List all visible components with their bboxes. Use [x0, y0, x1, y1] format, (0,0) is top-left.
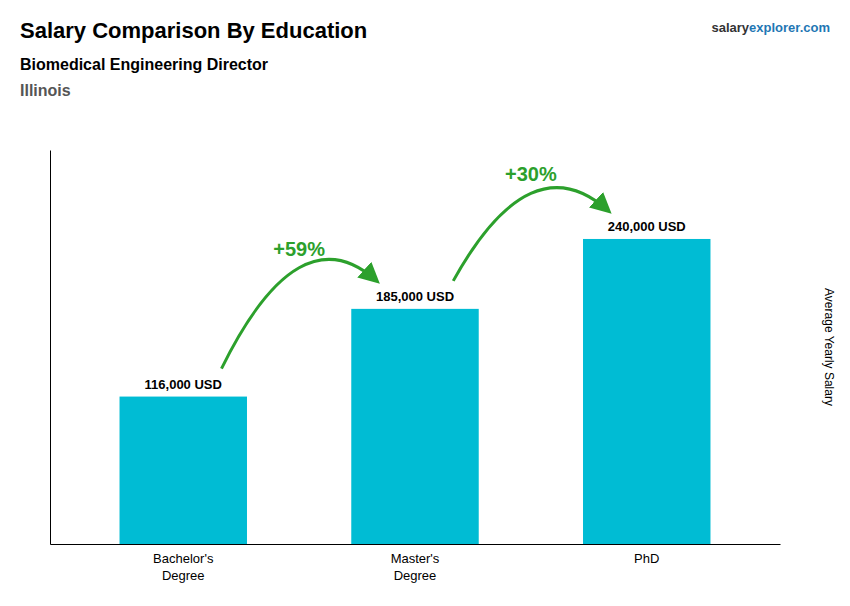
watermark-part: salary	[711, 20, 749, 35]
growth-label: +59%	[273, 238, 325, 260]
data-labels: 116,000 USD 185,000 USD 240,000 USD	[145, 219, 686, 392]
x-tick-label-line: Master's	[391, 551, 440, 566]
bars	[120, 239, 711, 544]
data-label: 240,000 USD	[608, 219, 686, 234]
annotations: +59% +30%	[221, 163, 608, 368]
data-label: 185,000 USD	[376, 289, 454, 304]
watermark: salaryexplorer.com	[711, 20, 830, 35]
title: Salary Comparison By Education	[20, 18, 367, 43]
plot: Bachelor's Degree Master's Degree PhD 116,000…	[51, 151, 781, 584]
y-label: Average Yearly Salary	[822, 288, 836, 406]
bar	[583, 239, 710, 544]
bar	[120, 397, 247, 544]
x-axis: Bachelor's Degree Master's Degree PhD	[51, 544, 781, 583]
data-label: 116,000 USD	[145, 377, 222, 392]
y-axis	[50, 151, 51, 545]
x-tick: Bachelor's Degree	[153, 544, 214, 583]
y-axis-line	[50, 151, 51, 545]
growth-arrow	[453, 188, 608, 281]
x-tick-label-line: PhD	[634, 551, 659, 566]
chart: Salary Comparison By Education Biomedical…	[0, 0, 850, 606]
x-tick-label-line: Degree	[394, 568, 437, 583]
x-tick-label: PhD	[634, 551, 659, 566]
x-axis-line	[51, 544, 781, 545]
x-tick: PhD	[634, 544, 659, 566]
location: Illinois	[20, 82, 71, 99]
x-tick: Master's Degree	[391, 544, 440, 583]
x-tick-label: Master's Degree	[391, 551, 440, 583]
x-tick-label: Bachelor's Degree	[153, 551, 214, 583]
growth-arrow	[221, 259, 376, 368]
bar	[351, 309, 478, 544]
growth-label: +30%	[505, 163, 557, 185]
x-tick-label-line: Degree	[162, 568, 205, 583]
subtitle: Biomedical Engineering Director	[20, 56, 268, 73]
x-tick-label-line: Bachelor's	[153, 551, 214, 566]
watermark-part: explorer.com	[749, 20, 830, 35]
